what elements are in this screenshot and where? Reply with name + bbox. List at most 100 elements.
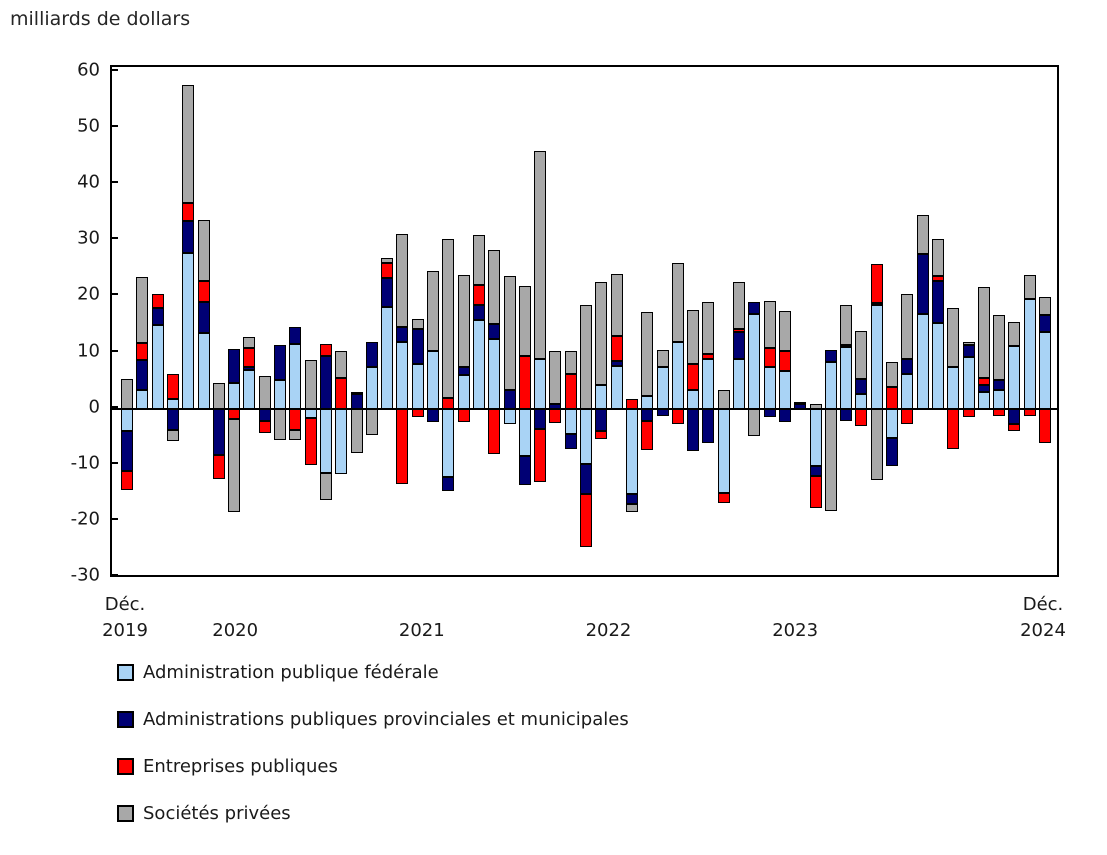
bar-segment (611, 274, 623, 336)
bar-segment (473, 320, 485, 409)
bar-segment (320, 356, 332, 409)
bar-segment (1008, 346, 1020, 409)
bar-segment (565, 351, 577, 374)
bar-segment (198, 302, 210, 333)
y-tick-label: -20 (70, 508, 100, 530)
bar-segment (534, 409, 546, 429)
bar-segment (442, 477, 454, 491)
bar-segment (626, 409, 638, 494)
y-tick-mark (110, 573, 118, 576)
bar-segment (274, 380, 286, 409)
bar-segment (702, 302, 714, 354)
y-tick-label: 30 (77, 227, 100, 249)
bar-segment (855, 409, 867, 426)
bar-segment (702, 409, 714, 443)
bar-segment (167, 374, 179, 399)
bar-segment (289, 327, 301, 344)
bar-segment (687, 310, 699, 364)
bar-segment (427, 409, 439, 422)
bar-segment (366, 367, 378, 409)
bar-segment (595, 409, 607, 431)
bar-segment (580, 305, 592, 409)
bar-segment (840, 345, 852, 347)
bar-segment (565, 434, 577, 449)
bar-segment (764, 409, 776, 417)
y-tick-label: 50 (77, 115, 100, 137)
bar-segment (396, 327, 408, 342)
bar-segment (993, 390, 1005, 409)
bar-segment (488, 409, 500, 454)
bar-segment (825, 362, 837, 409)
bar-segment (947, 367, 959, 409)
bar-segment (764, 301, 776, 348)
bar-segment (381, 263, 393, 278)
bar-segment (672, 342, 684, 409)
chart-title: milliards de dollars (10, 8, 191, 30)
x-axis-month-label: Déc. (1022, 594, 1064, 615)
x-axis-year-label: 2019 (102, 620, 148, 641)
bar-segment (963, 357, 975, 409)
bar-segment (504, 276, 516, 390)
bar-segment (978, 392, 990, 409)
bar-segment (963, 409, 975, 417)
bar-segment (1024, 275, 1036, 299)
bar-segment (779, 371, 791, 409)
bar-segment (626, 504, 638, 512)
bar-segment (335, 409, 347, 474)
bar-segment (549, 351, 561, 404)
bar-segment (136, 360, 148, 390)
bar-segment (1008, 322, 1020, 346)
bar-segment (427, 271, 439, 351)
bar-segment (442, 239, 454, 398)
bar-segment (687, 409, 699, 451)
bar-segment (381, 307, 393, 409)
bar-segment (136, 343, 148, 360)
x-axis-month-label: Déc. (104, 594, 146, 615)
bar-segment (198, 333, 210, 409)
bar-segment (779, 311, 791, 351)
bar-segment (840, 347, 852, 409)
bar-segment (748, 302, 760, 314)
bar-segment (611, 366, 623, 409)
bar-segment (366, 342, 378, 367)
bar-segment (947, 409, 959, 449)
bar-segment (855, 394, 867, 409)
bar-segment (427, 351, 439, 409)
bar-segment (473, 285, 485, 305)
bar-segment (121, 431, 133, 471)
bar-segment (167, 430, 179, 441)
bar-segment (412, 319, 424, 329)
bar-segment (932, 323, 944, 409)
bar-segment (947, 308, 959, 367)
bar-segment (993, 380, 1005, 390)
bar-segment (351, 394, 363, 409)
bar-segment (932, 276, 944, 281)
bar-segment (595, 385, 607, 409)
bar-segment (305, 409, 317, 418)
y-tick-label: 0 (88, 396, 100, 418)
bar-segment (1039, 409, 1051, 443)
bar-segment (657, 409, 669, 416)
legend-label-federal: Administration publique fédérale (143, 661, 439, 683)
federal-swatch-icon (117, 663, 134, 681)
bar-segment (213, 383, 225, 409)
bar-segment (458, 367, 470, 375)
bar-segment (733, 332, 745, 359)
bar-segment (274, 345, 286, 380)
legend-item-provincial: Administrations publiques provinciales e… (117, 707, 629, 731)
entreprises-swatch-icon (117, 757, 134, 775)
bar-segment (733, 282, 745, 329)
bar-segment (1008, 409, 1020, 424)
bar-segment (488, 339, 500, 409)
bar-segment (871, 409, 883, 480)
bar-segment (320, 473, 332, 500)
bar-segment (289, 430, 301, 440)
bar-segment (213, 455, 225, 479)
bar-segment (963, 342, 975, 345)
bar-segment (901, 294, 913, 359)
bar-segment (396, 409, 408, 484)
provincial-swatch-icon (117, 710, 134, 728)
bar-segment (198, 281, 210, 302)
bar-segment (871, 264, 883, 303)
bar-segment (504, 390, 516, 409)
